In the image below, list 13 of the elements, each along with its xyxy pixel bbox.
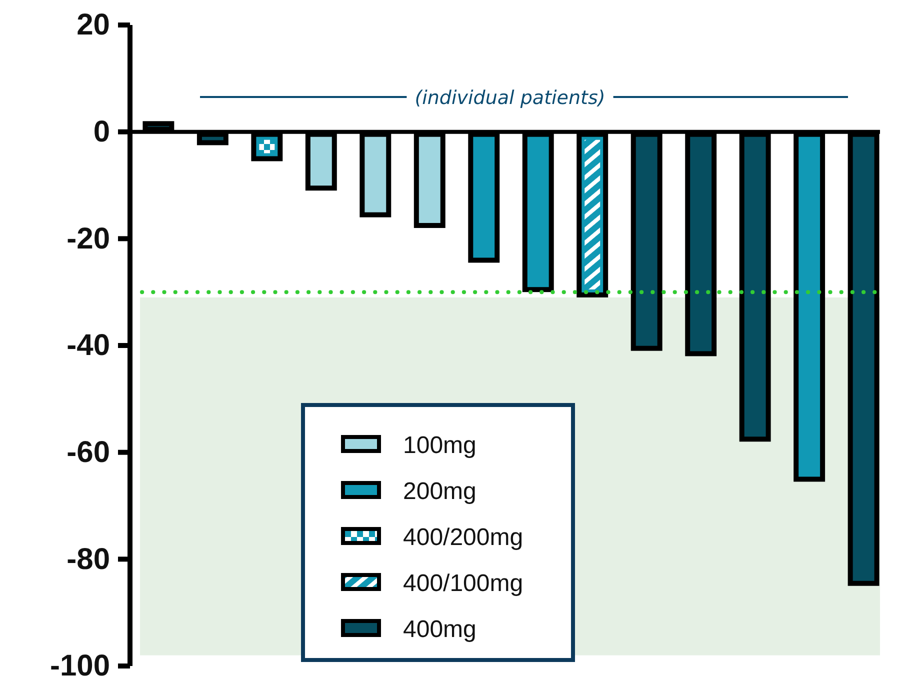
legend-label: 400mg <box>403 616 476 643</box>
y-tick-label: -40 <box>66 329 110 362</box>
y-tick-label: -80 <box>66 542 110 576</box>
legend-label: 400/100mg <box>403 570 524 597</box>
y-tick-label: -60 <box>66 436 110 469</box>
y-tick-label: 0 <box>93 115 110 148</box>
legend-label: 100mg <box>403 432 476 459</box>
y-tick-label: -20 <box>66 222 110 256</box>
y-tick-label: 20 <box>76 8 110 42</box>
y-tick-label: -100 <box>50 650 110 681</box>
legend-label: 200mg <box>403 478 476 505</box>
legend-label: 400/200mg <box>403 524 524 551</box>
annotation: (individual patients) <box>414 87 606 109</box>
